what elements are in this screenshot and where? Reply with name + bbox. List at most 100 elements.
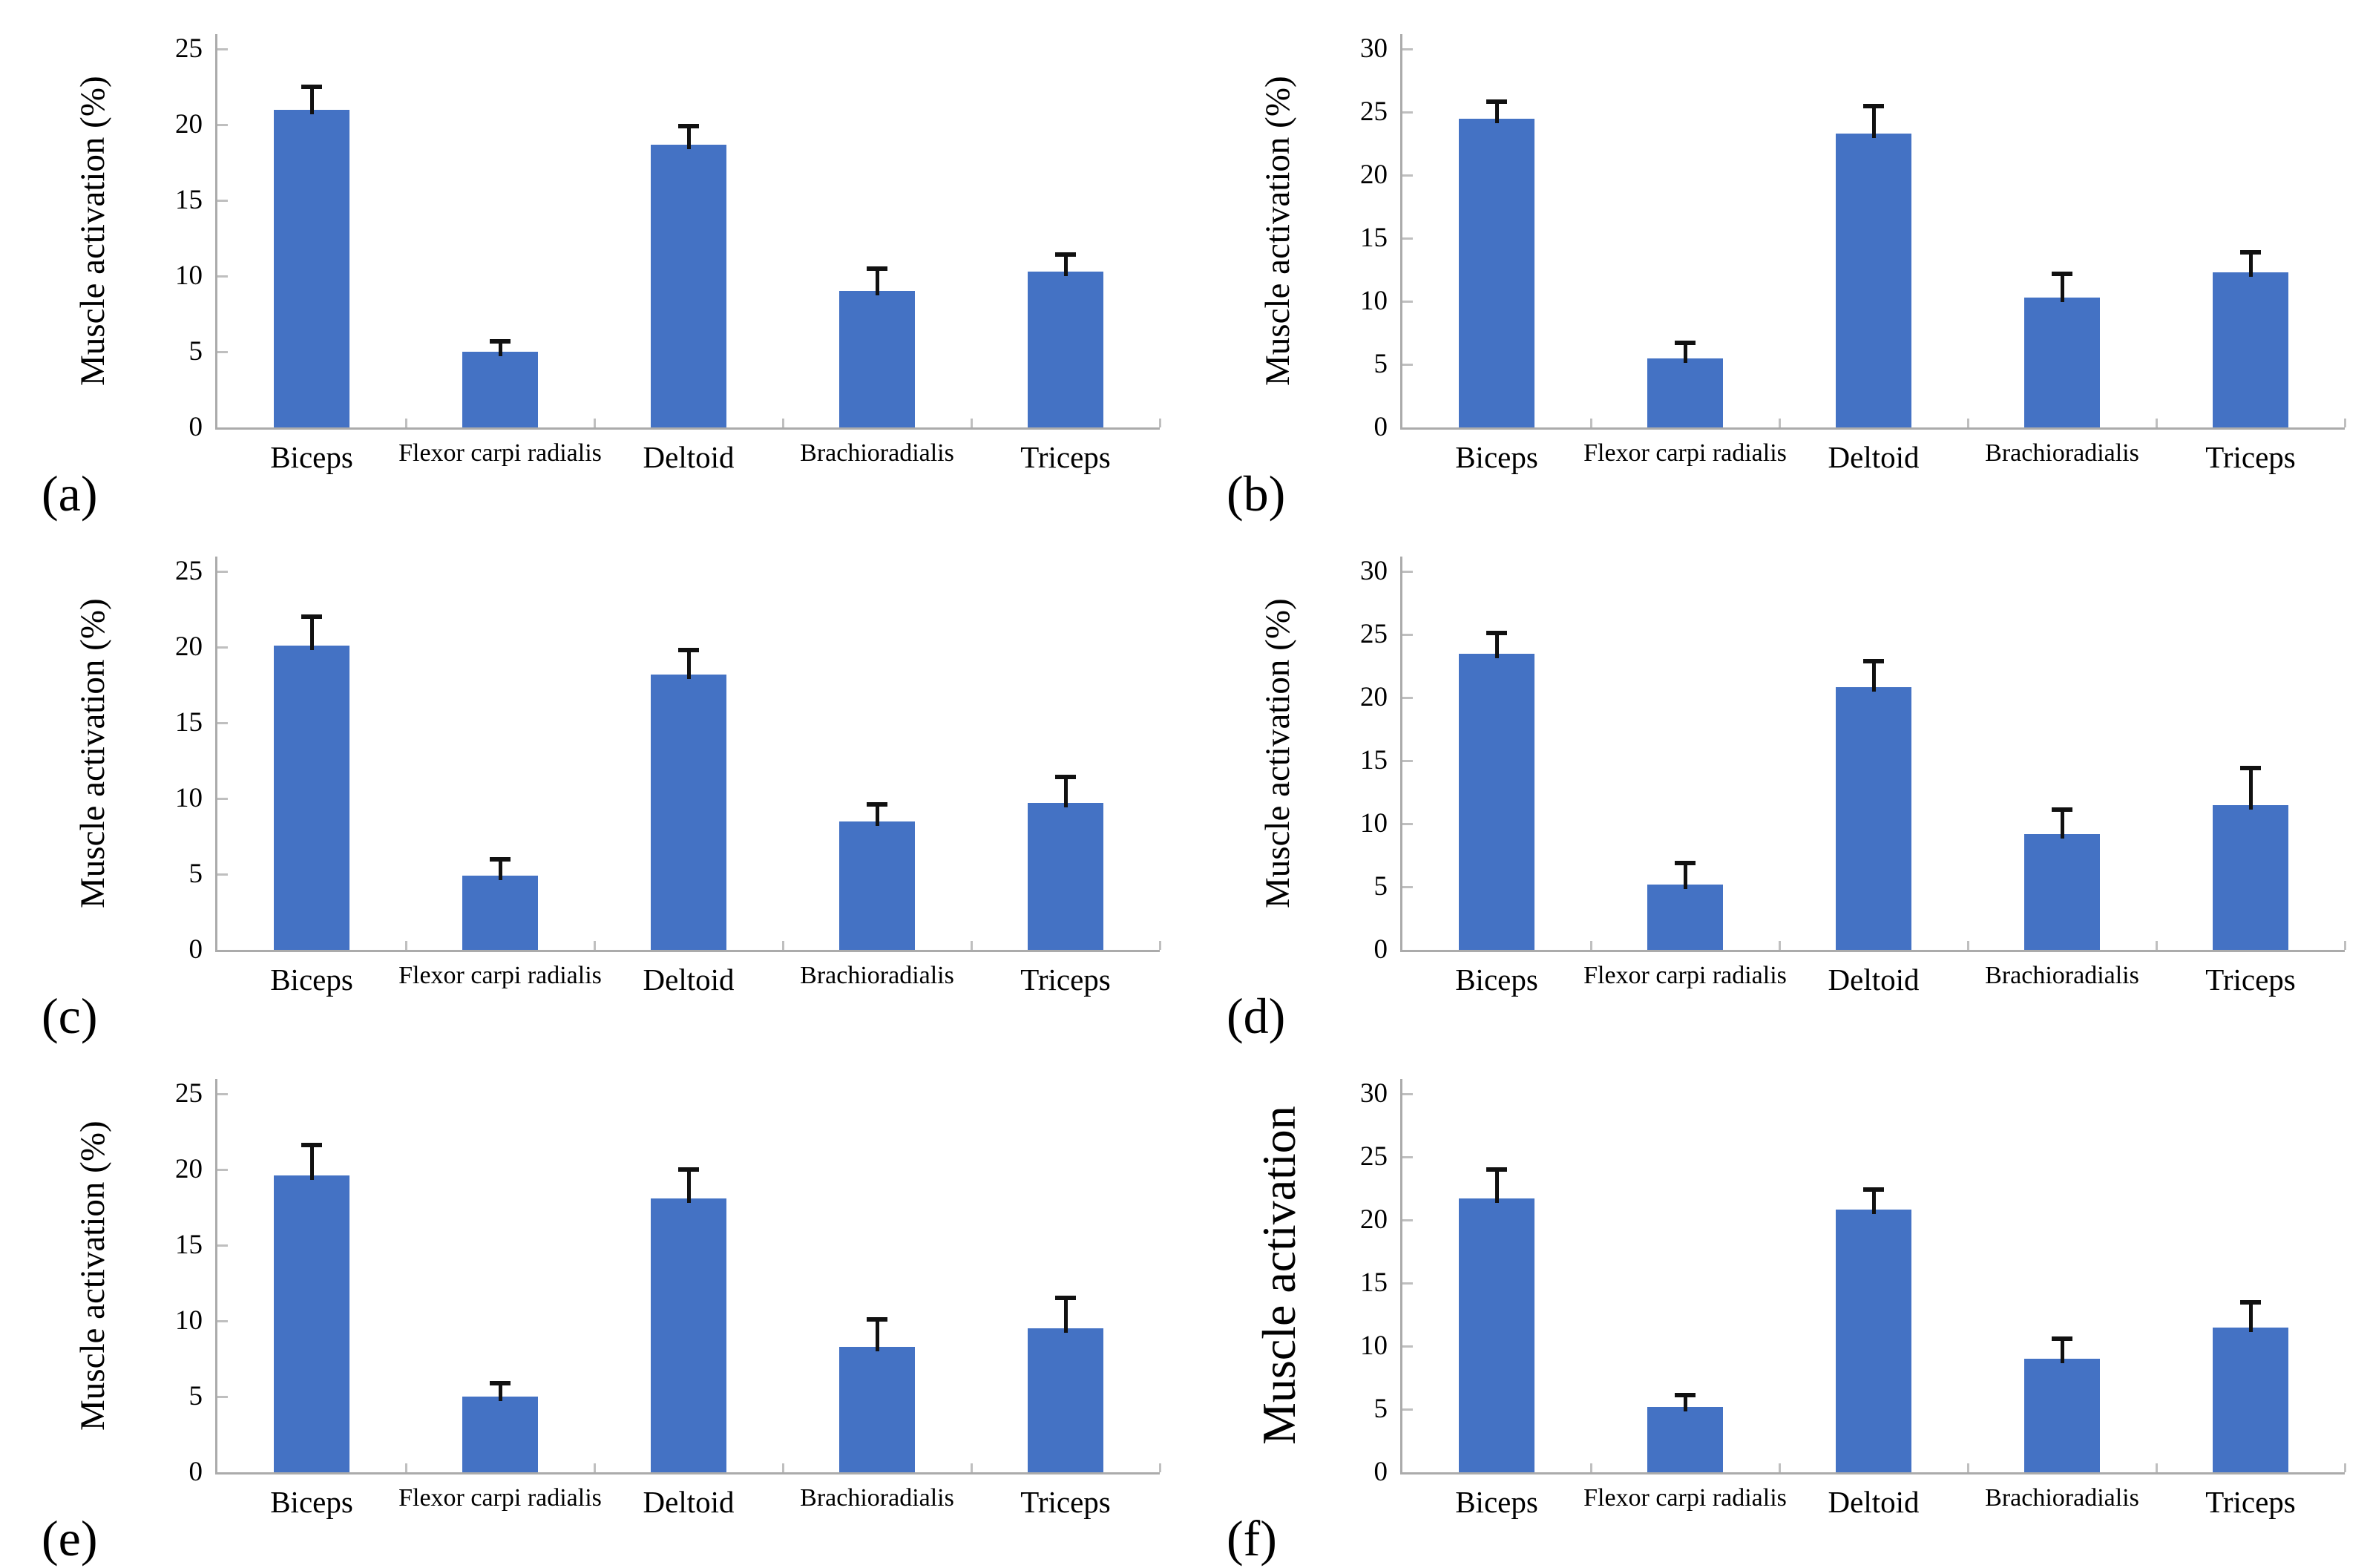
panel-letter: (b)	[1227, 465, 1286, 522]
x-tick-mark	[2343, 941, 2346, 950]
error-bar-cap-deltoid	[1863, 1187, 1884, 1193]
y-tick-mark	[1402, 696, 1413, 699]
y-tick-mark	[217, 646, 228, 649]
error-bar-triceps	[1063, 1298, 1068, 1334]
y-tick-label: 0	[188, 1457, 203, 1487]
y-tick-mark	[217, 797, 228, 800]
y-axis-label: Muscle activation (%)	[1258, 76, 1297, 386]
bar-triceps	[1028, 271, 1103, 427]
error-bar-flexor-carpi-radialis	[1683, 1395, 1687, 1411]
error-bar-cap-biceps	[1486, 99, 1507, 105]
x-category-label: Biceps	[270, 1485, 353, 1519]
x-category-label: Flexor carpi radialis	[1583, 1484, 1787, 1512]
x-tick-mark	[404, 1463, 407, 1472]
bar-flexor-carpi-radialis	[462, 876, 538, 950]
error-bar-brachioradialis	[875, 1319, 879, 1351]
x-category-label: Deltoid	[643, 1485, 735, 1519]
y-tick-label: 0	[1373, 934, 1388, 965]
x-category-label: Triceps	[1020, 962, 1111, 997]
y-tick-mark	[217, 350, 228, 353]
error-bar-deltoid	[686, 126, 691, 149]
y-tick-mark	[1402, 300, 1413, 303]
error-bar-brachioradialis	[2060, 1338, 2064, 1363]
y-tick-mark	[217, 1092, 228, 1095]
x-category-label: Triceps	[2205, 1485, 2296, 1519]
bar-biceps	[1459, 653, 1534, 950]
y-tick-mark	[217, 721, 228, 724]
panel-a: Muscle activation (%) 0 5 10 15 20 25 Biceps Fl…	[30, 12, 1161, 522]
y-tick-label: 20	[175, 109, 203, 140]
x-category-label: Brachioradialis	[1985, 962, 2139, 989]
y-tick-label: 10	[1360, 1331, 1388, 1361]
x-category-label: Biceps	[270, 962, 353, 997]
x-category-label: Biceps	[270, 440, 353, 474]
bar-deltoid	[1836, 133, 1911, 427]
error-bar-biceps	[1494, 102, 1499, 123]
x-tick-mark	[404, 941, 407, 950]
error-bar-cap-brachioradialis	[867, 1316, 887, 1322]
y-tick-mark	[1402, 111, 1413, 114]
y-tick-label: 20	[1360, 1204, 1388, 1235]
y-axis-label: Muscle activation (%)	[73, 598, 112, 908]
error-bar-flexor-carpi-radialis	[1683, 862, 1687, 889]
y-tick-label: 10	[1360, 808, 1388, 839]
x-category-label: Triceps	[2205, 440, 2296, 474]
error-bar-flexor-carpi-radialis	[498, 859, 502, 881]
y-tick-mark	[217, 1168, 228, 1171]
error-bar-deltoid	[686, 1170, 691, 1203]
y-tick-mark	[1402, 174, 1413, 177]
bar-deltoid	[651, 144, 726, 427]
error-bar-cap-deltoid	[678, 124, 699, 129]
plot-area: 0 5 10 15 20 25 30 Biceps Flexor carpi radialis D…	[1360, 557, 2346, 997]
bar-brachioradialis	[839, 291, 915, 427]
error-bar-deltoid	[1871, 660, 1876, 692]
error-bar-triceps	[1063, 255, 1068, 276]
error-bar-biceps	[309, 87, 314, 114]
error-bar-cap-biceps	[301, 85, 322, 89]
y-tick-label: 30	[1360, 33, 1388, 64]
error-bar-triceps	[2248, 252, 2253, 277]
x-category-label: Deltoid	[643, 440, 735, 474]
y-tick-mark	[1402, 885, 1413, 888]
error-bar-deltoid	[1871, 1190, 1876, 1215]
y-tick-label: 5	[188, 1381, 203, 1411]
x-tick-mark	[404, 419, 407, 427]
bar-deltoid	[1836, 687, 1911, 950]
x-tick-mark	[1966, 941, 1969, 950]
y-tick-mark	[1402, 1155, 1413, 1158]
error-bar-brachioradialis	[875, 804, 879, 826]
panel-e: Muscle activation (%) 0 5 10 15 20 25 Biceps Fl…	[30, 1057, 1161, 1567]
error-bar-cap-brachioradialis	[2052, 1336, 2072, 1341]
panel-letter: (e)	[42, 1510, 98, 1567]
y-tick-label: 25	[1360, 1141, 1388, 1172]
bar-brachioradialis	[2024, 297, 2100, 427]
error-bar-brachioradialis	[2060, 810, 2064, 839]
y-tick-label: 25	[175, 33, 203, 64]
y-tick-label: 30	[1360, 1078, 1388, 1109]
plot-area: 0 5 10 15 20 25 Biceps Flexor carpi radialis Del…	[175, 557, 1161, 997]
bar-deltoid	[1836, 1210, 1911, 1472]
error-bar-deltoid	[686, 650, 691, 679]
error-bar-biceps	[1494, 633, 1499, 658]
error-bar-cap-triceps	[2240, 1299, 2261, 1305]
y-tick-label: 5	[188, 336, 203, 367]
panel-letter: (d)	[1227, 988, 1286, 1044]
error-bar-cap-biceps	[1486, 1167, 1507, 1172]
y-tick-mark	[217, 123, 228, 126]
panel-letter: (c)	[42, 988, 98, 1044]
x-tick-mark	[1589, 419, 1592, 427]
bar-deltoid	[651, 674, 726, 950]
bar-brachioradialis	[2024, 833, 2100, 950]
error-bar-cap-triceps	[2240, 766, 2261, 771]
y-tick-label: 15	[1360, 745, 1388, 775]
x-category-label: Flexor carpi radialis	[398, 962, 602, 989]
y-tick-mark	[217, 570, 228, 573]
y-tick-label: 10	[175, 260, 203, 291]
error-bar-cap-deltoid	[678, 648, 699, 653]
x-tick-mark	[2155, 419, 2158, 427]
error-bar-cap-flexor-carpi-radialis	[1675, 1393, 1696, 1398]
error-bar-cap-brachioradialis	[867, 266, 887, 271]
error-bar-cap-flexor-carpi-radialis	[490, 856, 511, 862]
bar-flexor-carpi-radialis	[1647, 1406, 1723, 1472]
y-tick-label: 5	[1373, 349, 1388, 379]
